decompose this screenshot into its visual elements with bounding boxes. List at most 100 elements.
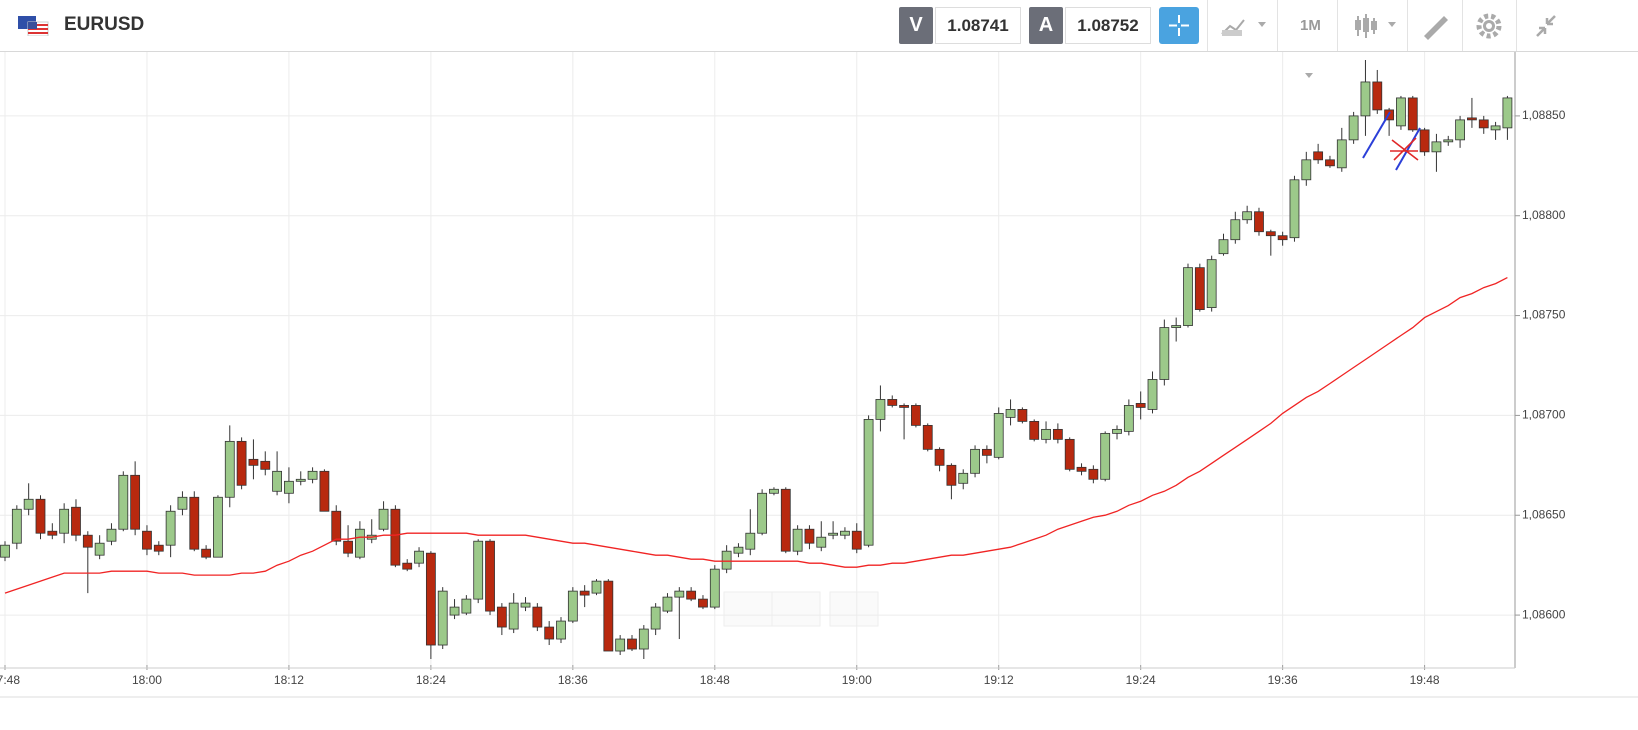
candle-body bbox=[1407, 97, 1418, 131]
candle-body bbox=[851, 530, 862, 550]
candle-body bbox=[520, 602, 531, 608]
candle-body bbox=[1159, 327, 1170, 380]
candle-body bbox=[1206, 259, 1217, 308]
timeframe: 1M bbox=[1300, 17, 1321, 34]
candle-body bbox=[911, 405, 921, 426]
candle-body bbox=[1490, 125, 1501, 131]
candle-body bbox=[142, 530, 152, 550]
candle-body bbox=[437, 590, 448, 646]
x-tick-label: 19:00 bbox=[842, 673, 872, 687]
candle-body bbox=[840, 530, 850, 536]
candle-body bbox=[508, 602, 519, 630]
candle-body bbox=[1230, 219, 1241, 241]
candle-body bbox=[248, 458, 259, 466]
candle-body bbox=[709, 568, 720, 608]
candle-body bbox=[532, 606, 543, 628]
timeframe-button[interactable]: 1M bbox=[1277, 0, 1337, 78]
candle-body bbox=[1265, 231, 1276, 237]
candle-body bbox=[792, 528, 803, 552]
candle-body bbox=[946, 464, 957, 486]
candle-body bbox=[1135, 403, 1146, 408]
x-tick-label: 18:48 bbox=[700, 673, 730, 687]
candle-body bbox=[1502, 97, 1513, 129]
candle-body bbox=[1194, 267, 1205, 310]
candle-body bbox=[721, 550, 732, 570]
candle-body bbox=[1017, 409, 1028, 422]
candle-body bbox=[1325, 159, 1335, 167]
candle-body bbox=[71, 506, 81, 536]
y-tick-label: 1,08750 bbox=[1522, 308, 1566, 322]
candle-body bbox=[745, 532, 756, 550]
draw-button[interactable] bbox=[1407, 0, 1462, 51]
y-tick-label: 1,08700 bbox=[1522, 408, 1566, 422]
candle-body bbox=[662, 596, 673, 612]
candle-body bbox=[189, 496, 200, 550]
candle-body bbox=[1254, 211, 1264, 233]
candle-body bbox=[934, 448, 945, 466]
candle-body bbox=[307, 470, 318, 480]
candle-body bbox=[284, 480, 294, 494]
candle-body bbox=[59, 508, 70, 534]
candle-body bbox=[922, 424, 933, 450]
candle-body bbox=[698, 598, 708, 608]
candle-body bbox=[591, 580, 602, 594]
toolbar: EURUSD V 1.08741 A 1.08752 1M bbox=[0, 0, 1638, 78]
flag-icon bbox=[18, 16, 49, 36]
candle-body bbox=[165, 510, 176, 546]
candle-body bbox=[1029, 420, 1040, 440]
candle-body bbox=[816, 536, 827, 548]
candle-body bbox=[1289, 179, 1300, 239]
collapse-button[interactable] bbox=[1516, 0, 1570, 51]
candle-body bbox=[556, 620, 566, 640]
candle-body bbox=[1313, 151, 1324, 161]
candle-body bbox=[579, 590, 590, 596]
bid-button[interactable]: V bbox=[899, 7, 933, 44]
candle-body bbox=[153, 544, 164, 552]
candle-body bbox=[11, 508, 22, 544]
candle-body bbox=[1431, 141, 1442, 153]
candle-body bbox=[686, 590, 697, 600]
candle-body bbox=[485, 540, 495, 612]
candle-body bbox=[1396, 97, 1406, 127]
candle-body bbox=[615, 638, 626, 652]
candle-body bbox=[1348, 115, 1359, 141]
chart-type-button[interactable] bbox=[1207, 0, 1277, 51]
candle-body bbox=[674, 590, 685, 598]
candle-body bbox=[414, 550, 424, 564]
overlay-box bbox=[829, 591, 879, 627]
candle-body bbox=[1076, 466, 1087, 472]
candle-body bbox=[343, 540, 353, 554]
candle-body bbox=[1100, 432, 1111, 480]
candle-body bbox=[650, 606, 661, 630]
settings-button[interactable] bbox=[1462, 0, 1516, 51]
candle-body bbox=[875, 399, 886, 420]
candle-body bbox=[260, 460, 271, 470]
candle-body bbox=[993, 413, 1004, 458]
candle-body bbox=[354, 528, 365, 558]
candle-body bbox=[1467, 117, 1477, 121]
candle-body bbox=[378, 508, 389, 530]
y-tick-label: 1,08850 bbox=[1522, 108, 1566, 122]
x-tick-label: 19:24 bbox=[1126, 673, 1156, 687]
candle-body bbox=[981, 448, 992, 456]
candle-body bbox=[47, 530, 58, 536]
candle-body bbox=[201, 548, 212, 558]
candle-body bbox=[1183, 267, 1193, 326]
candle-body bbox=[544, 626, 555, 640]
candle-body bbox=[1041, 428, 1051, 440]
candle-body bbox=[887, 399, 898, 406]
candle-body bbox=[1112, 428, 1122, 434]
candle-body bbox=[319, 470, 330, 512]
candle-body bbox=[828, 532, 838, 536]
symbol: EURUSD bbox=[64, 14, 145, 35]
candle-style-button[interactable] bbox=[1337, 0, 1407, 51]
drawing-cross bbox=[1390, 137, 1419, 161]
candle-body bbox=[94, 542, 105, 556]
candle-body bbox=[1052, 428, 1063, 440]
candle-body bbox=[958, 472, 969, 484]
candle-body bbox=[106, 528, 117, 542]
candle-body bbox=[804, 528, 815, 544]
ask-button[interactable]: A bbox=[1029, 7, 1063, 44]
crosshair-button[interactable] bbox=[1159, 7, 1199, 44]
